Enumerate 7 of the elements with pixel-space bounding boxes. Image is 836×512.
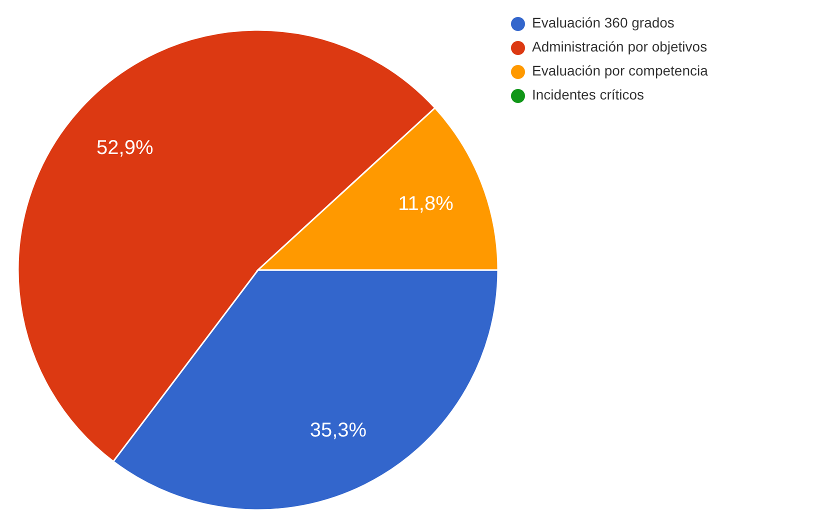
legend-label: Evaluación 360 grados [532, 14, 674, 31]
data-label: 35,3% [310, 419, 367, 442]
legend-label: Evaluación por competencia [532, 62, 708, 79]
data-label: 52,9% [96, 137, 154, 160]
legend-label: Incidentes críticos [532, 86, 644, 103]
legend-label: Administración por objetivos [532, 38, 708, 55]
data-label: 11,8% [398, 193, 454, 216]
